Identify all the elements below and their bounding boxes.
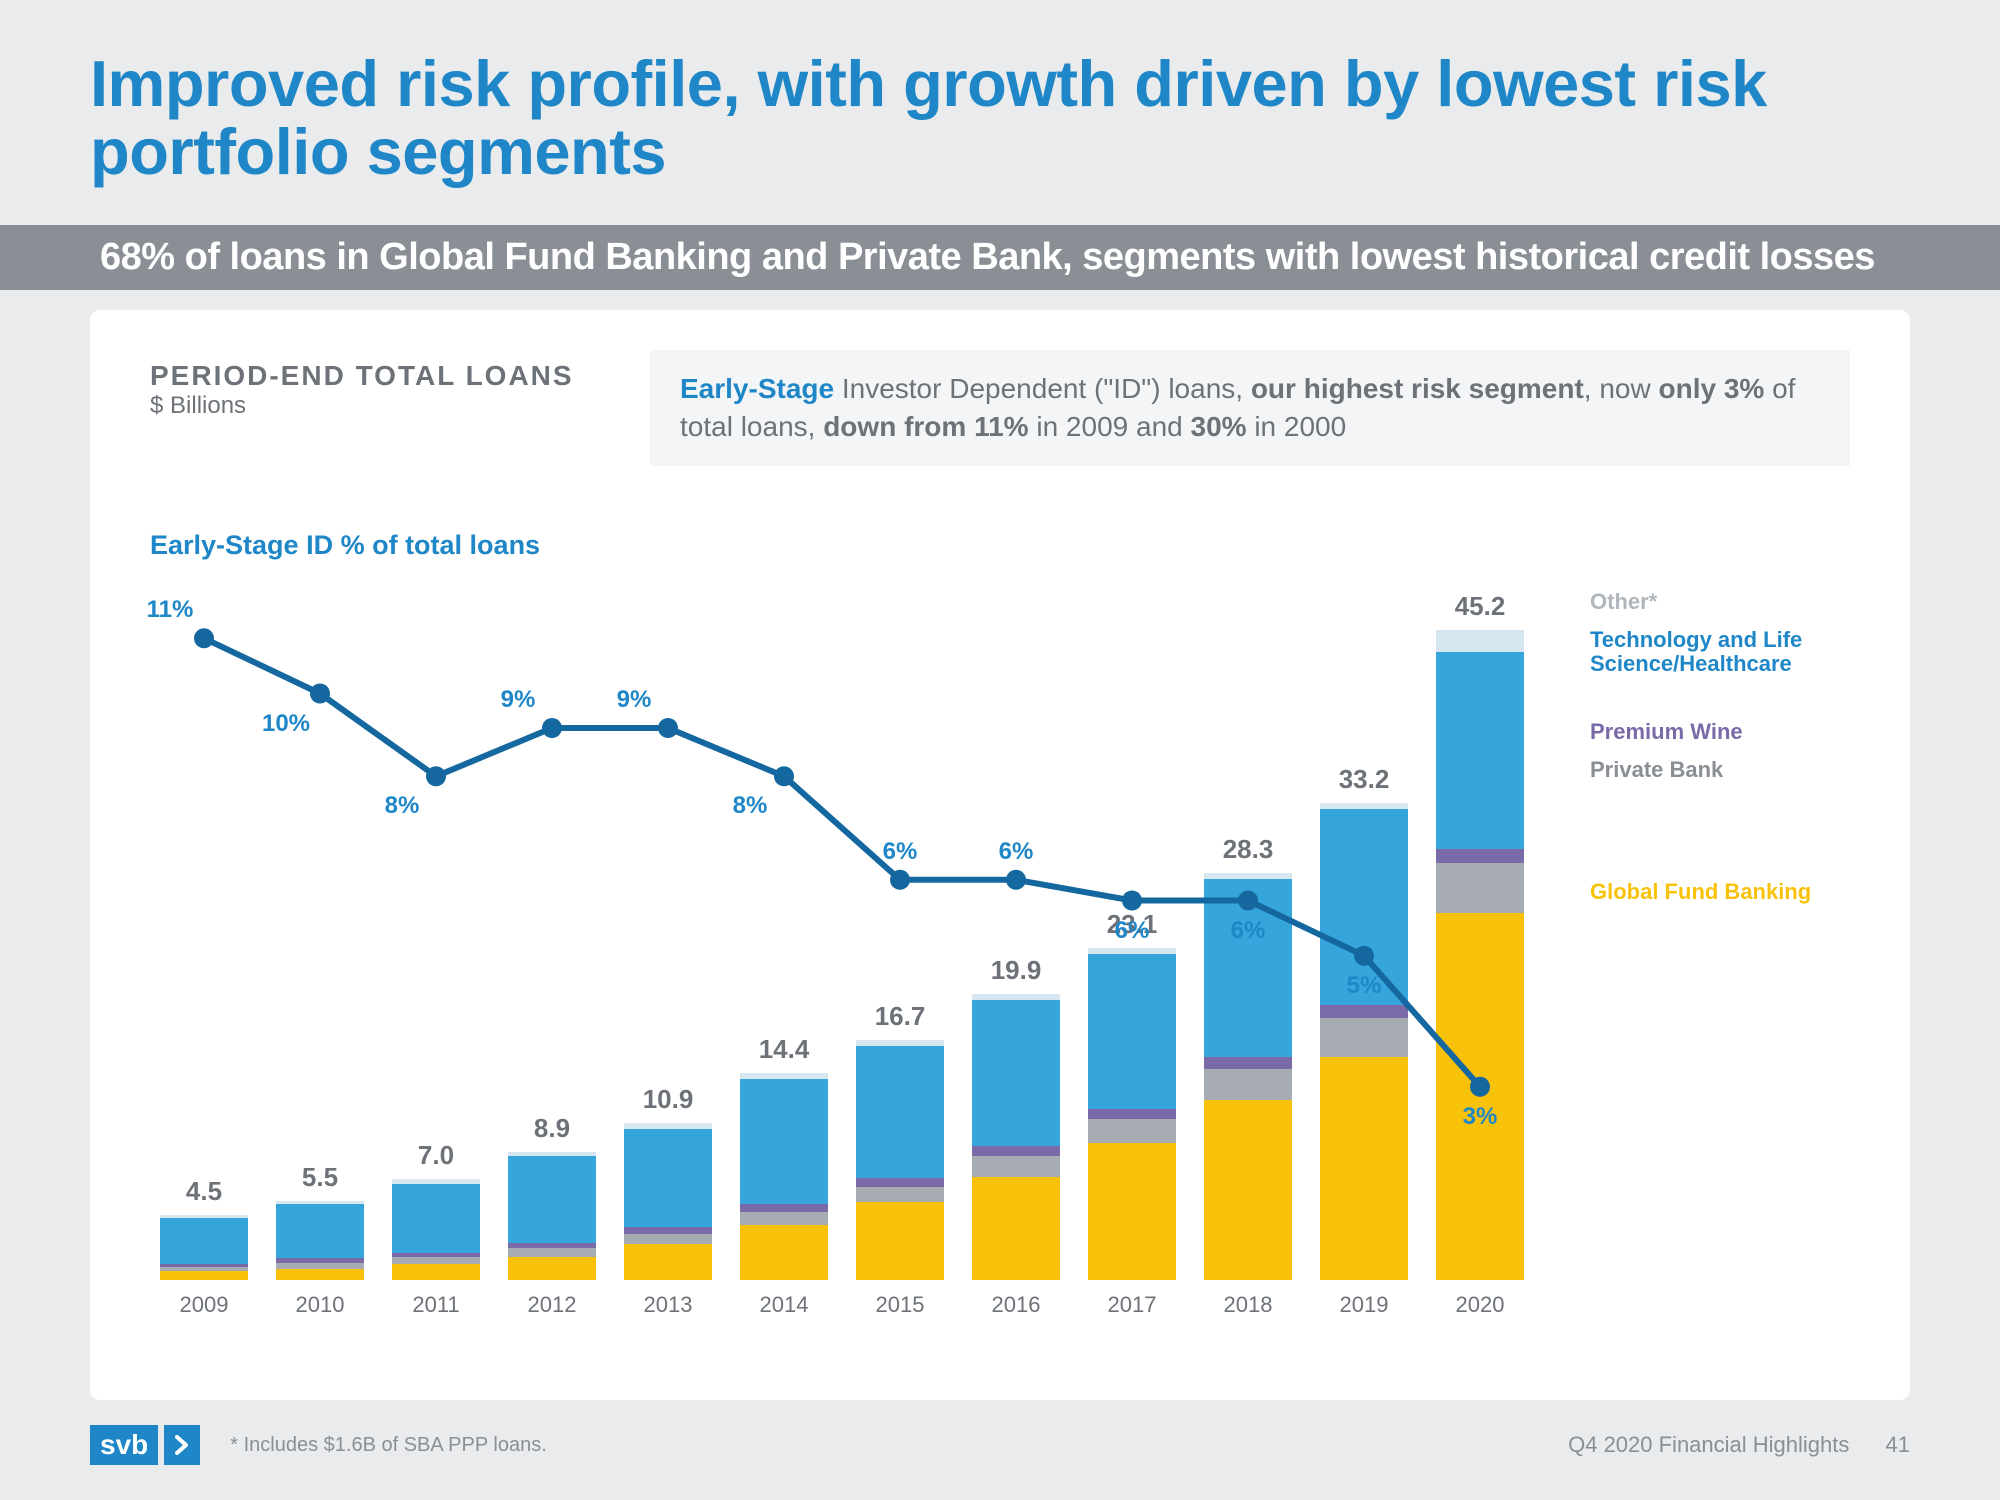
line-point-label: 6% (1231, 917, 1266, 945)
x-axis-label: 2016 (972, 1292, 1060, 1318)
line-point-label: 3% (1463, 1103, 1498, 1131)
line-overlay (150, 590, 1550, 1280)
callout-seg: Investor Dependent ("ID") loans, (834, 373, 1251, 404)
x-axis-label: 2011 (392, 1292, 480, 1318)
legend-item: Other* (1590, 590, 1657, 614)
callout-seg: our highest risk segment (1251, 373, 1584, 404)
x-axis-label: 2015 (856, 1292, 944, 1318)
callout-seg: in 2009 and (1029, 411, 1191, 442)
callout-seg: in 2000 (1247, 411, 1347, 442)
page-number: 41 (1886, 1432, 1910, 1457)
line-point-label: 6% (883, 838, 918, 866)
line-point-label: 9% (617, 686, 652, 714)
callout-seg: 30% (1191, 411, 1247, 442)
callout-seg: Early-Stage (680, 373, 834, 404)
x-axis-label: 2018 (1204, 1292, 1292, 1318)
line-point-label: 6% (999, 838, 1034, 866)
line-point-label: 8% (385, 792, 420, 820)
callout-seg: down from 11% (823, 411, 1028, 442)
footer-label: Q4 2020 Financial Highlights (1568, 1432, 1849, 1457)
legend-item: Private Bank (1590, 758, 1723, 782)
x-axis-label: 2020 (1436, 1292, 1524, 1318)
footer-right: Q4 2020 Financial Highlights 41 (1568, 1432, 1910, 1458)
legend-item: Global Fund Banking (1590, 880, 1811, 904)
callout-box: Early-Stage Investor Dependent ("ID") lo… (650, 350, 1850, 466)
x-axis-label: 2013 (624, 1292, 712, 1318)
x-axis-label: 2014 (740, 1292, 828, 1318)
callout-seg: only 3% (1659, 373, 1765, 404)
x-axis-label: 2010 (276, 1292, 364, 1318)
line-point-label: 6% (1115, 917, 1150, 945)
line-point-label: 10% (262, 710, 310, 738)
plot-area: 4.520095.520107.020118.9201210.9201314.4… (150, 590, 1550, 1280)
legend-item: Technology and Life Science/Healthcare (1590, 628, 1850, 676)
line-point-label: 11% (147, 596, 194, 624)
chart-card: PERIOD-END TOTAL LOANS $ Billions Early-… (90, 310, 1910, 1400)
logo-text: svb (90, 1425, 158, 1465)
line-point-label: 9% (501, 686, 536, 714)
highlight-band: 68% of loans in Global Fund Banking and … (0, 225, 2000, 290)
callout-seg: , now (1584, 373, 1659, 404)
x-axis-label: 2017 (1088, 1292, 1176, 1318)
logo-chevron-icon (164, 1425, 200, 1465)
x-axis-label: 2009 (160, 1292, 248, 1318)
footer: svb * Includes $1.6B of SBA PPP loans. Q… (90, 1420, 1910, 1470)
x-axis-label: 2019 (1320, 1292, 1408, 1318)
legend-item: Premium Wine (1590, 720, 1743, 744)
svb-logo: svb (90, 1425, 200, 1465)
footnote: * Includes $1.6B of SBA PPP loans. (230, 1434, 547, 1457)
chart-area: 4.520095.520107.020118.9201210.9201314.4… (150, 560, 1850, 1360)
x-axis-label: 2012 (508, 1292, 596, 1318)
line-point-label: 5% (1347, 972, 1382, 1000)
line-point-label: 8% (733, 792, 768, 820)
line-series-title: Early-Stage ID % of total loans (150, 530, 1850, 561)
page-title: Improved risk profile, with growth drive… (90, 50, 1910, 187)
